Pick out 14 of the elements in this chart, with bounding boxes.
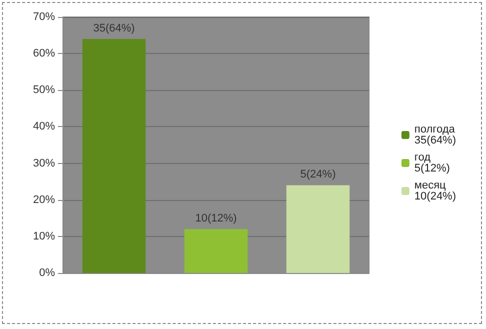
y-tick-label: 30%: [32, 157, 56, 170]
legend-label: полгода 35(64%): [414, 124, 456, 146]
legend-label: месяц 10(24%): [414, 180, 456, 202]
data-label: 35(64%): [93, 22, 135, 34]
y-tick-label: 50%: [32, 84, 56, 96]
y-tick-label: 10%: [32, 230, 56, 242]
y-tick-label: 20%: [32, 194, 56, 206]
y-tick-label: 60%: [32, 48, 56, 60]
y-tick-label: 0%: [39, 267, 56, 279]
data-label: 10(12%): [195, 212, 237, 225]
y-tick-label: 40%: [32, 120, 56, 133]
y-tick-label: 70%: [32, 11, 56, 23]
legend-label: год 5(12%): [414, 152, 450, 174]
data-label: 5(24%): [300, 168, 336, 181]
